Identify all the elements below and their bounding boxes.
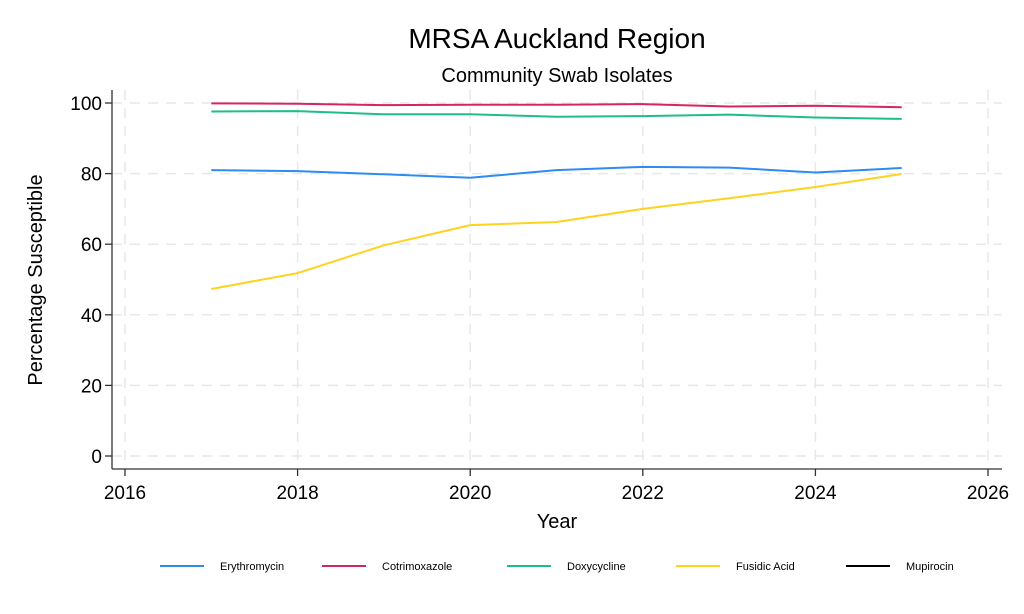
x-tick-label: 2024 — [794, 483, 837, 504]
y-tick-label: 20 — [81, 376, 102, 397]
chart-title: MRSA Auckland Region — [408, 23, 705, 54]
legend-item-cotrimoxazole: Cotrimoxazole — [322, 561, 452, 573]
y-tick-label: 0 — [91, 447, 102, 468]
y-tick-label: 60 — [81, 235, 102, 256]
legend-label: Mupirocin — [906, 561, 954, 573]
legend-item-doxycycline: Doxycycline — [507, 561, 626, 573]
x-tick-label: 2022 — [622, 483, 664, 504]
legend-item-mupirocin: Mupirocin — [846, 561, 954, 573]
y-axis-title: Percentage Susceptible — [25, 174, 47, 385]
gridlines — [112, 90, 1002, 469]
y-tick-label: 80 — [81, 165, 102, 186]
legend-label: Cotrimoxazole — [382, 561, 452, 573]
series-lines — [211, 102, 902, 290]
x-tick-label: 2016 — [104, 483, 146, 504]
legend-label: Fusidic Acid — [736, 561, 795, 573]
y-tick-label: 40 — [81, 306, 102, 327]
legend-item-fusidic-acid: Fusidic Acid — [676, 561, 795, 573]
series-line-cotrimoxazole — [211, 102, 902, 109]
y-tick-label: 100 — [70, 94, 102, 115]
series-line-doxycycline — [211, 110, 902, 120]
x-tick-label: 2018 — [276, 483, 318, 504]
series-line-erythromycin — [211, 165, 902, 179]
legend-label: Doxycycline — [567, 561, 626, 573]
legend-item-erythromycin: Erythromycin — [160, 561, 284, 573]
legend: Erythromycin Cotrimoxazole Doxycycline Fusi… — [160, 561, 954, 573]
axes: 0 20 40 60 80 100 2016 2018 2020 2022 2024 2026 — [70, 90, 1009, 504]
x-tick-label: 2026 — [967, 483, 1009, 504]
chart-subtitle: Community Swab Isolates — [441, 65, 672, 87]
series-line-fusidic-acid — [211, 173, 902, 290]
legend-label: Erythromycin — [220, 561, 284, 573]
x-axis-title: Year — [537, 511, 578, 533]
x-tick-label: 2020 — [449, 483, 491, 504]
